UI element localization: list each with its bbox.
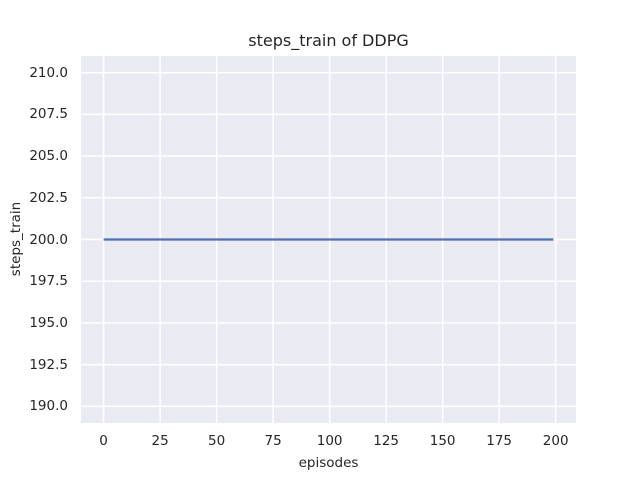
y-tick-label: 195.0 (29, 314, 68, 331)
x-tick-label: 150 (429, 433, 456, 449)
plot-area (81, 56, 576, 423)
y-tick-label: 197.5 (29, 273, 68, 290)
y-tick-label: 205.0 (29, 148, 68, 165)
x-tick-label: 75 (264, 433, 282, 449)
x-tick-label: 50 (208, 433, 226, 449)
chart-canvas (81, 56, 576, 423)
x-tick-label: 200 (542, 433, 569, 449)
x-tick-label: 175 (486, 433, 513, 449)
y-tick-label: 192.5 (29, 356, 68, 373)
x-tick-label: 100 (316, 433, 343, 449)
y-tick-label: 210.0 (29, 64, 68, 81)
y-tick-label: 207.5 (29, 106, 68, 123)
x-axis-label: episodes (298, 455, 359, 471)
y-tick-label: 190.0 (29, 398, 68, 415)
y-tick-label: 200.0 (29, 231, 68, 248)
y-tick-label: 202.5 (29, 189, 68, 206)
x-tick-label: 25 (151, 433, 169, 449)
x-tick-label: 125 (373, 433, 400, 449)
chart-title: steps_train of DDPG (248, 31, 409, 50)
x-tick-label: 0 (99, 433, 108, 449)
